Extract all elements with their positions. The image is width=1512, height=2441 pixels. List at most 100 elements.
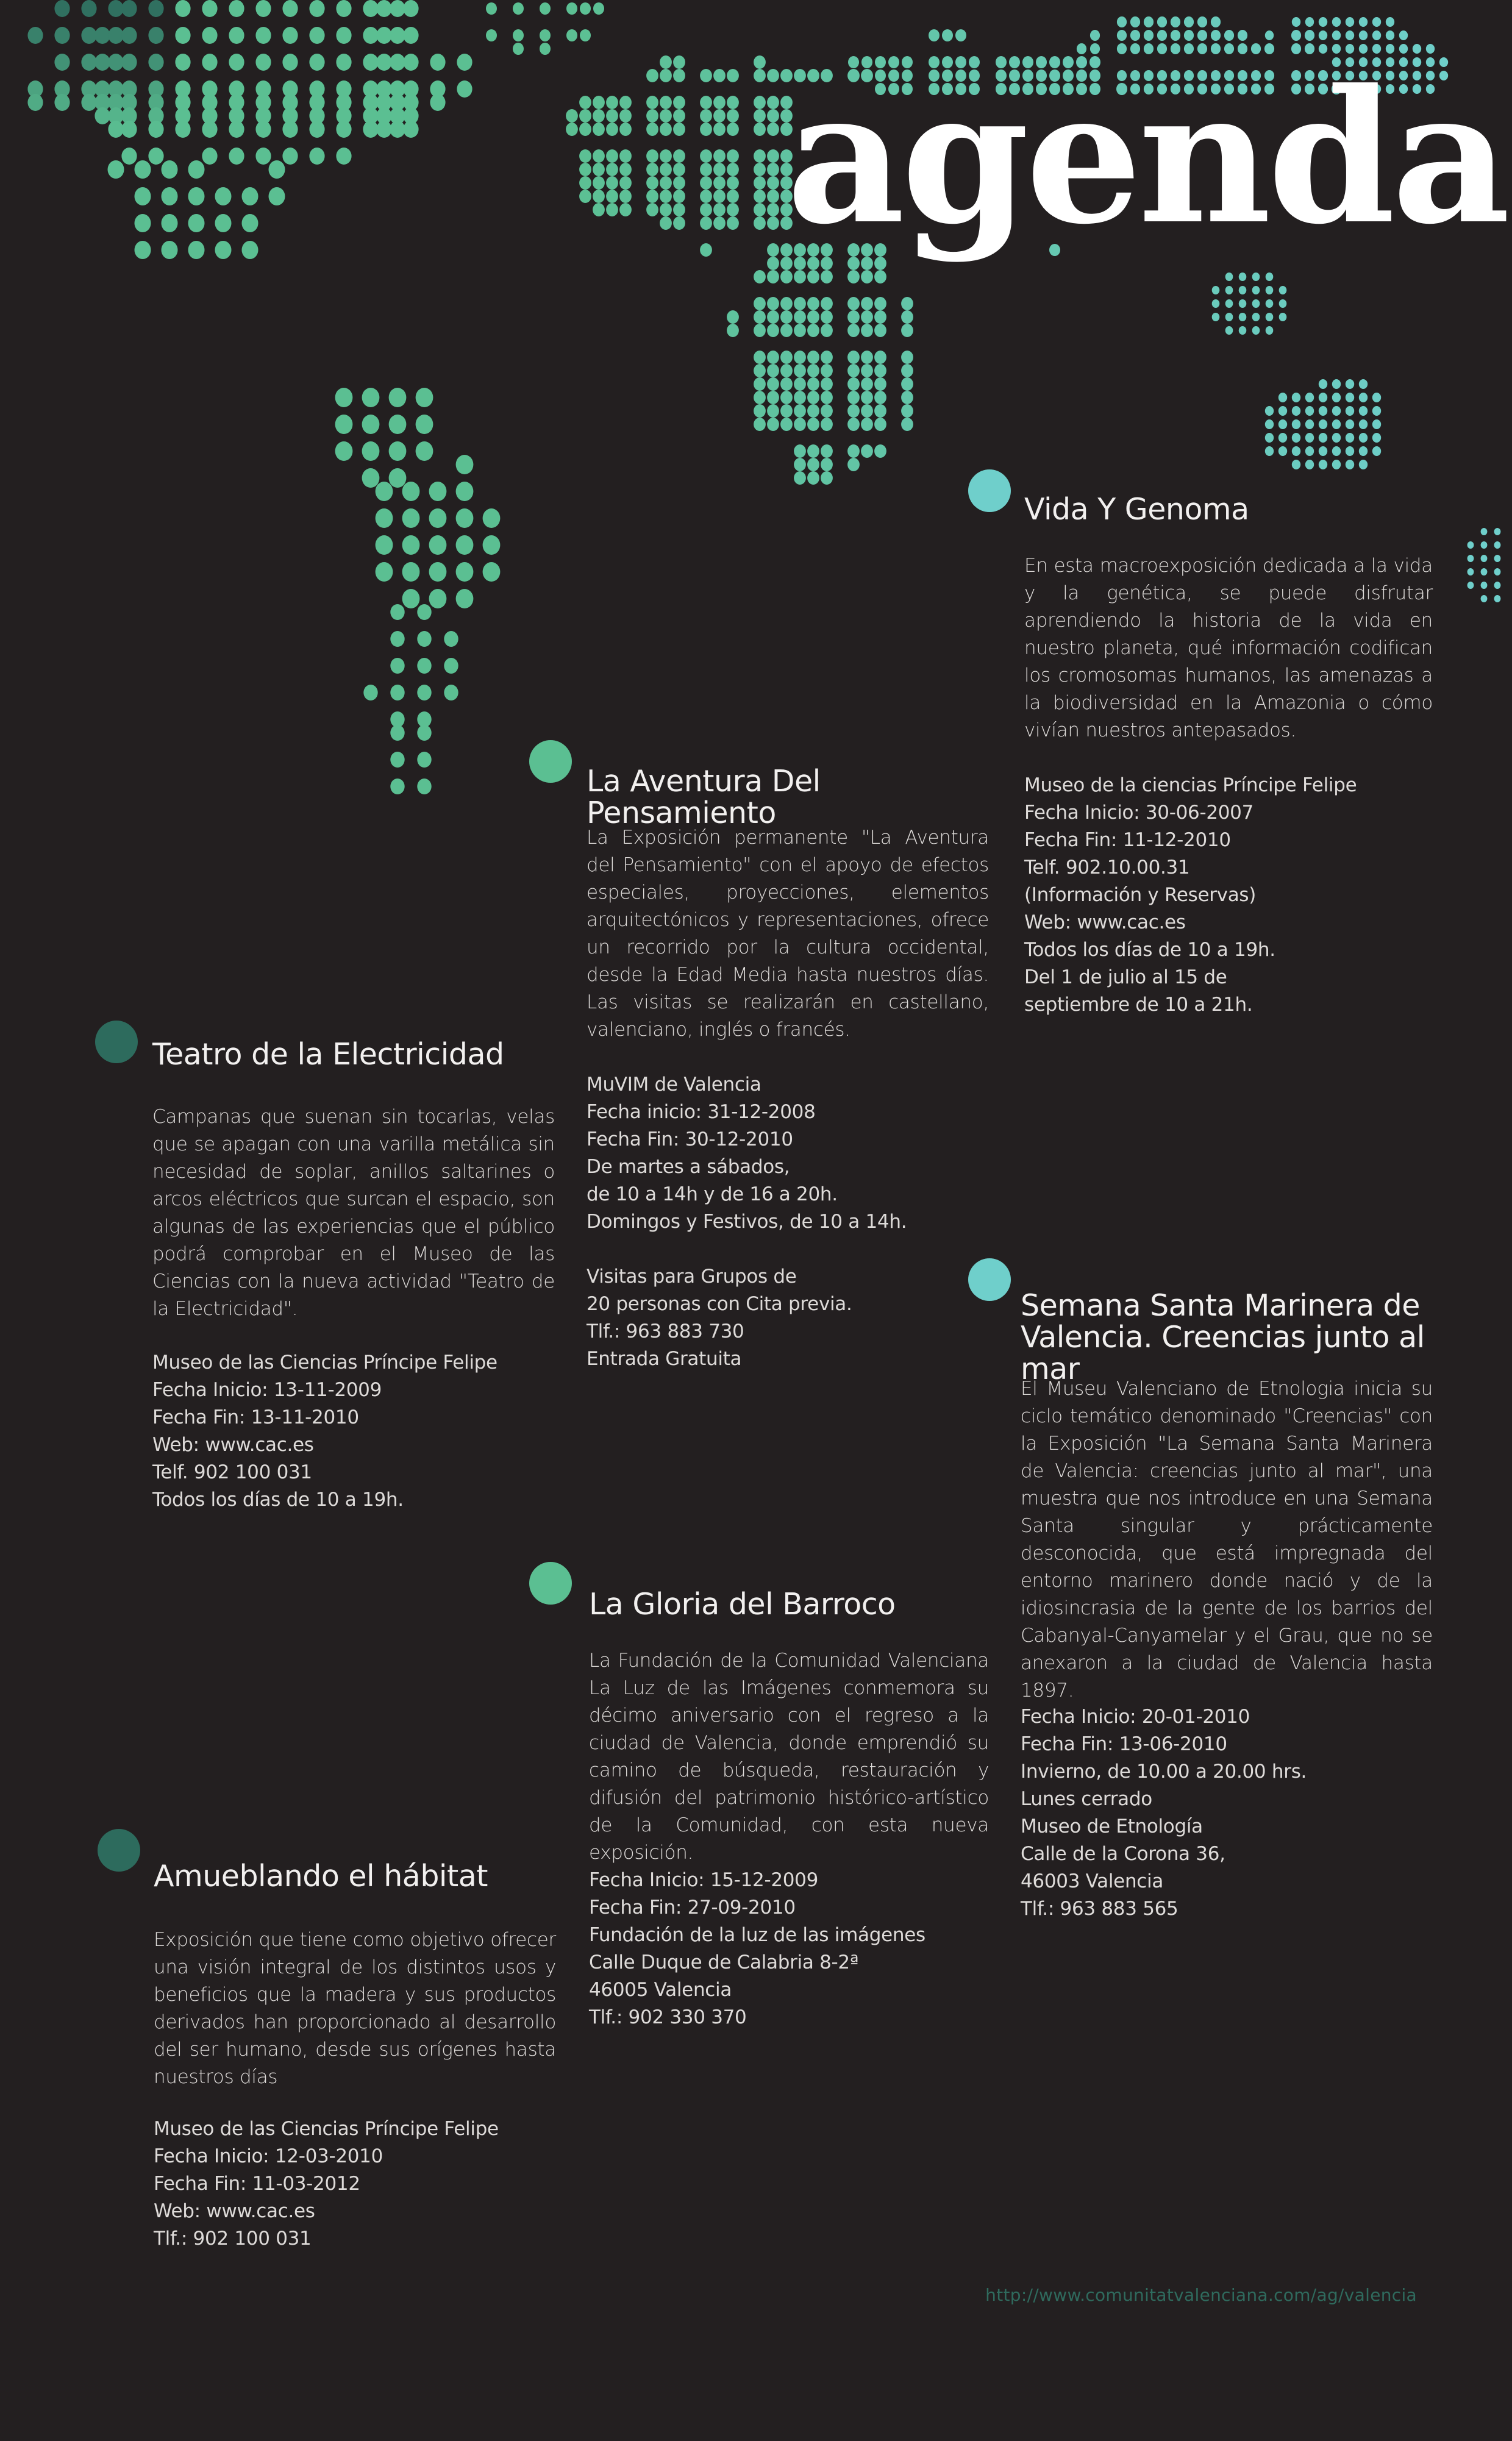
map-dot <box>1345 17 1355 27</box>
map-dot <box>861 404 873 418</box>
map-dot <box>81 80 97 98</box>
event-info-line: septiembre de 10 a 21h. <box>1024 994 1253 1016</box>
map-dot <box>619 203 632 216</box>
map-dot <box>188 241 205 259</box>
map-dot <box>148 107 164 124</box>
map-dot <box>309 121 325 138</box>
map-dot <box>121 54 137 71</box>
map-dot <box>376 107 392 124</box>
map-dot <box>1157 30 1168 41</box>
map-dot <box>807 471 819 485</box>
map-dot <box>593 149 605 163</box>
map-dot <box>1278 313 1287 321</box>
map-dot <box>1265 299 1274 308</box>
map-dot <box>606 203 618 216</box>
map-dot <box>175 54 191 71</box>
map-dot <box>363 107 379 124</box>
map-dot <box>148 121 164 138</box>
event-info-line: Fecha Inicio: 20-01-2010 <box>1021 1706 1250 1728</box>
map-dot <box>713 203 726 216</box>
map-dot <box>606 190 618 203</box>
map-dot <box>821 297 833 310</box>
event-info-line: De martes a sábados, <box>587 1156 790 1178</box>
map-dot <box>229 0 244 17</box>
map-dot <box>794 351 806 364</box>
map-dot <box>1210 70 1221 81</box>
map-dot <box>807 404 819 418</box>
map-dot <box>660 216 672 230</box>
map-dot <box>1183 30 1194 41</box>
map-dot <box>780 149 793 163</box>
map-dot <box>134 187 151 205</box>
map-dot <box>619 123 632 136</box>
map-dot <box>27 27 43 44</box>
map-dot <box>1130 43 1141 54</box>
map-dot <box>767 216 779 230</box>
map-dot <box>148 80 164 98</box>
map-dot <box>336 80 352 98</box>
map-dot <box>1318 393 1328 402</box>
map-dot <box>336 107 352 124</box>
map-dot <box>1291 70 1302 81</box>
map-dot <box>1265 273 1274 281</box>
map-dot <box>1332 419 1341 429</box>
map-dot <box>376 94 392 111</box>
map-dot <box>121 27 137 44</box>
map-dot <box>486 29 497 41</box>
map-dot <box>1291 419 1301 429</box>
map-dot <box>794 444 806 458</box>
map-dot <box>754 190 766 203</box>
event-info: Museo de las Ciencias Príncipe Felipe Fec… <box>154 2115 556 2253</box>
map-dot <box>1480 595 1488 602</box>
map-dot <box>336 94 352 111</box>
map-dot <box>1385 57 1395 67</box>
map-dot <box>202 148 218 165</box>
map-dot <box>362 415 380 434</box>
map-dot <box>700 243 712 257</box>
map-dot <box>1305 419 1314 429</box>
map-dot <box>1116 16 1127 27</box>
map-dot <box>1036 56 1047 68</box>
map-dot <box>1304 30 1315 41</box>
map-dot <box>1238 326 1247 335</box>
map-dot <box>1278 406 1288 416</box>
map-dot <box>1385 30 1395 40</box>
map-dot <box>780 297 793 310</box>
map-dot <box>268 187 285 205</box>
map-dot <box>861 257 873 270</box>
event-title: Semana Santa Marinera de Valencia. Creen… <box>1021 1288 1425 1386</box>
map-dot <box>660 109 672 123</box>
map-dot <box>929 56 940 68</box>
map-dot <box>727 123 739 136</box>
map-dot <box>455 455 474 474</box>
footer-url-link[interactable]: http://www.comunitatvalenciana.com/ag/va… <box>985 2285 1417 2305</box>
map-dot <box>1224 30 1235 41</box>
map-dot <box>390 121 405 138</box>
map-dot <box>700 203 712 216</box>
map-dot <box>821 243 833 257</box>
bullet-dot <box>968 1258 1011 1301</box>
event-title: Teatro de la Electricidad <box>152 1037 504 1072</box>
event-description: En esta macroexposición dedicada a la vi… <box>1024 555 1433 741</box>
map-dot <box>847 69 860 82</box>
map-dot <box>430 94 446 111</box>
map-dot <box>579 190 591 203</box>
map-dot <box>1143 84 1154 94</box>
map-dot <box>1318 419 1328 429</box>
map-dot <box>1250 43 1261 54</box>
map-dot <box>700 109 712 123</box>
map-dot <box>390 604 405 620</box>
map-dot <box>1318 30 1328 40</box>
map-dot <box>1252 299 1260 308</box>
map-dot <box>1170 43 1181 54</box>
map-dot <box>455 508 474 528</box>
map-dot <box>821 270 833 283</box>
map-dot <box>429 589 447 608</box>
map-dot <box>1264 446 1274 456</box>
map-dot <box>282 54 298 71</box>
map-dot <box>660 163 672 176</box>
map-dot <box>754 149 766 163</box>
map-dot <box>606 109 618 123</box>
map-dot <box>202 54 218 71</box>
map-dot <box>175 80 191 98</box>
